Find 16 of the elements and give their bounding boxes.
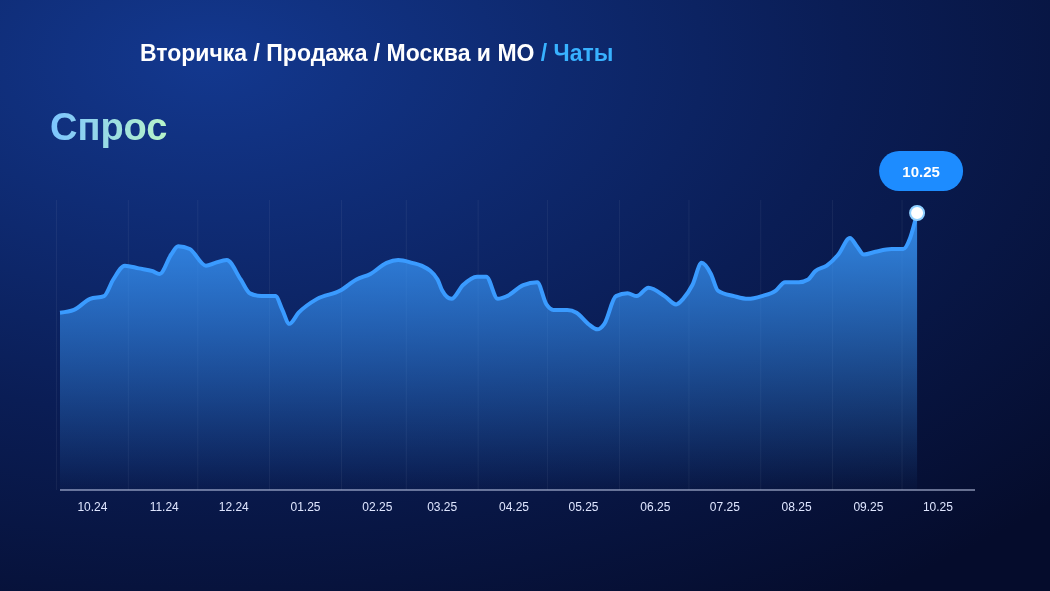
x-tick-label: 07.25 bbox=[709, 500, 741, 514]
x-tick-label: 05.25 bbox=[568, 500, 599, 514]
x-tick-label: 08.25 bbox=[781, 500, 812, 514]
x-tick-label: 10.25 bbox=[922, 500, 954, 514]
x-tick-label: 12.24 bbox=[218, 500, 250, 514]
chart-subtitle: Спрос bbox=[50, 106, 168, 148]
x-tick-label: 06.25 bbox=[640, 500, 671, 514]
x-tick-label: 02.25 bbox=[362, 500, 393, 514]
x-tick-label: 03.25 bbox=[427, 500, 458, 514]
chart-title: Вторичка / Продажа / Москва и МО / Чаты bbox=[140, 40, 614, 66]
x-tick-label: 09.25 bbox=[853, 500, 884, 514]
x-tick-label: 11.24 bbox=[149, 500, 180, 514]
x-tick-label: 04.25 bbox=[499, 500, 530, 514]
annotation: 10.25 bbox=[902, 163, 940, 180]
x-tick-label: 01.25 bbox=[290, 500, 321, 514]
x-tick-label: 10.24 bbox=[77, 500, 108, 514]
